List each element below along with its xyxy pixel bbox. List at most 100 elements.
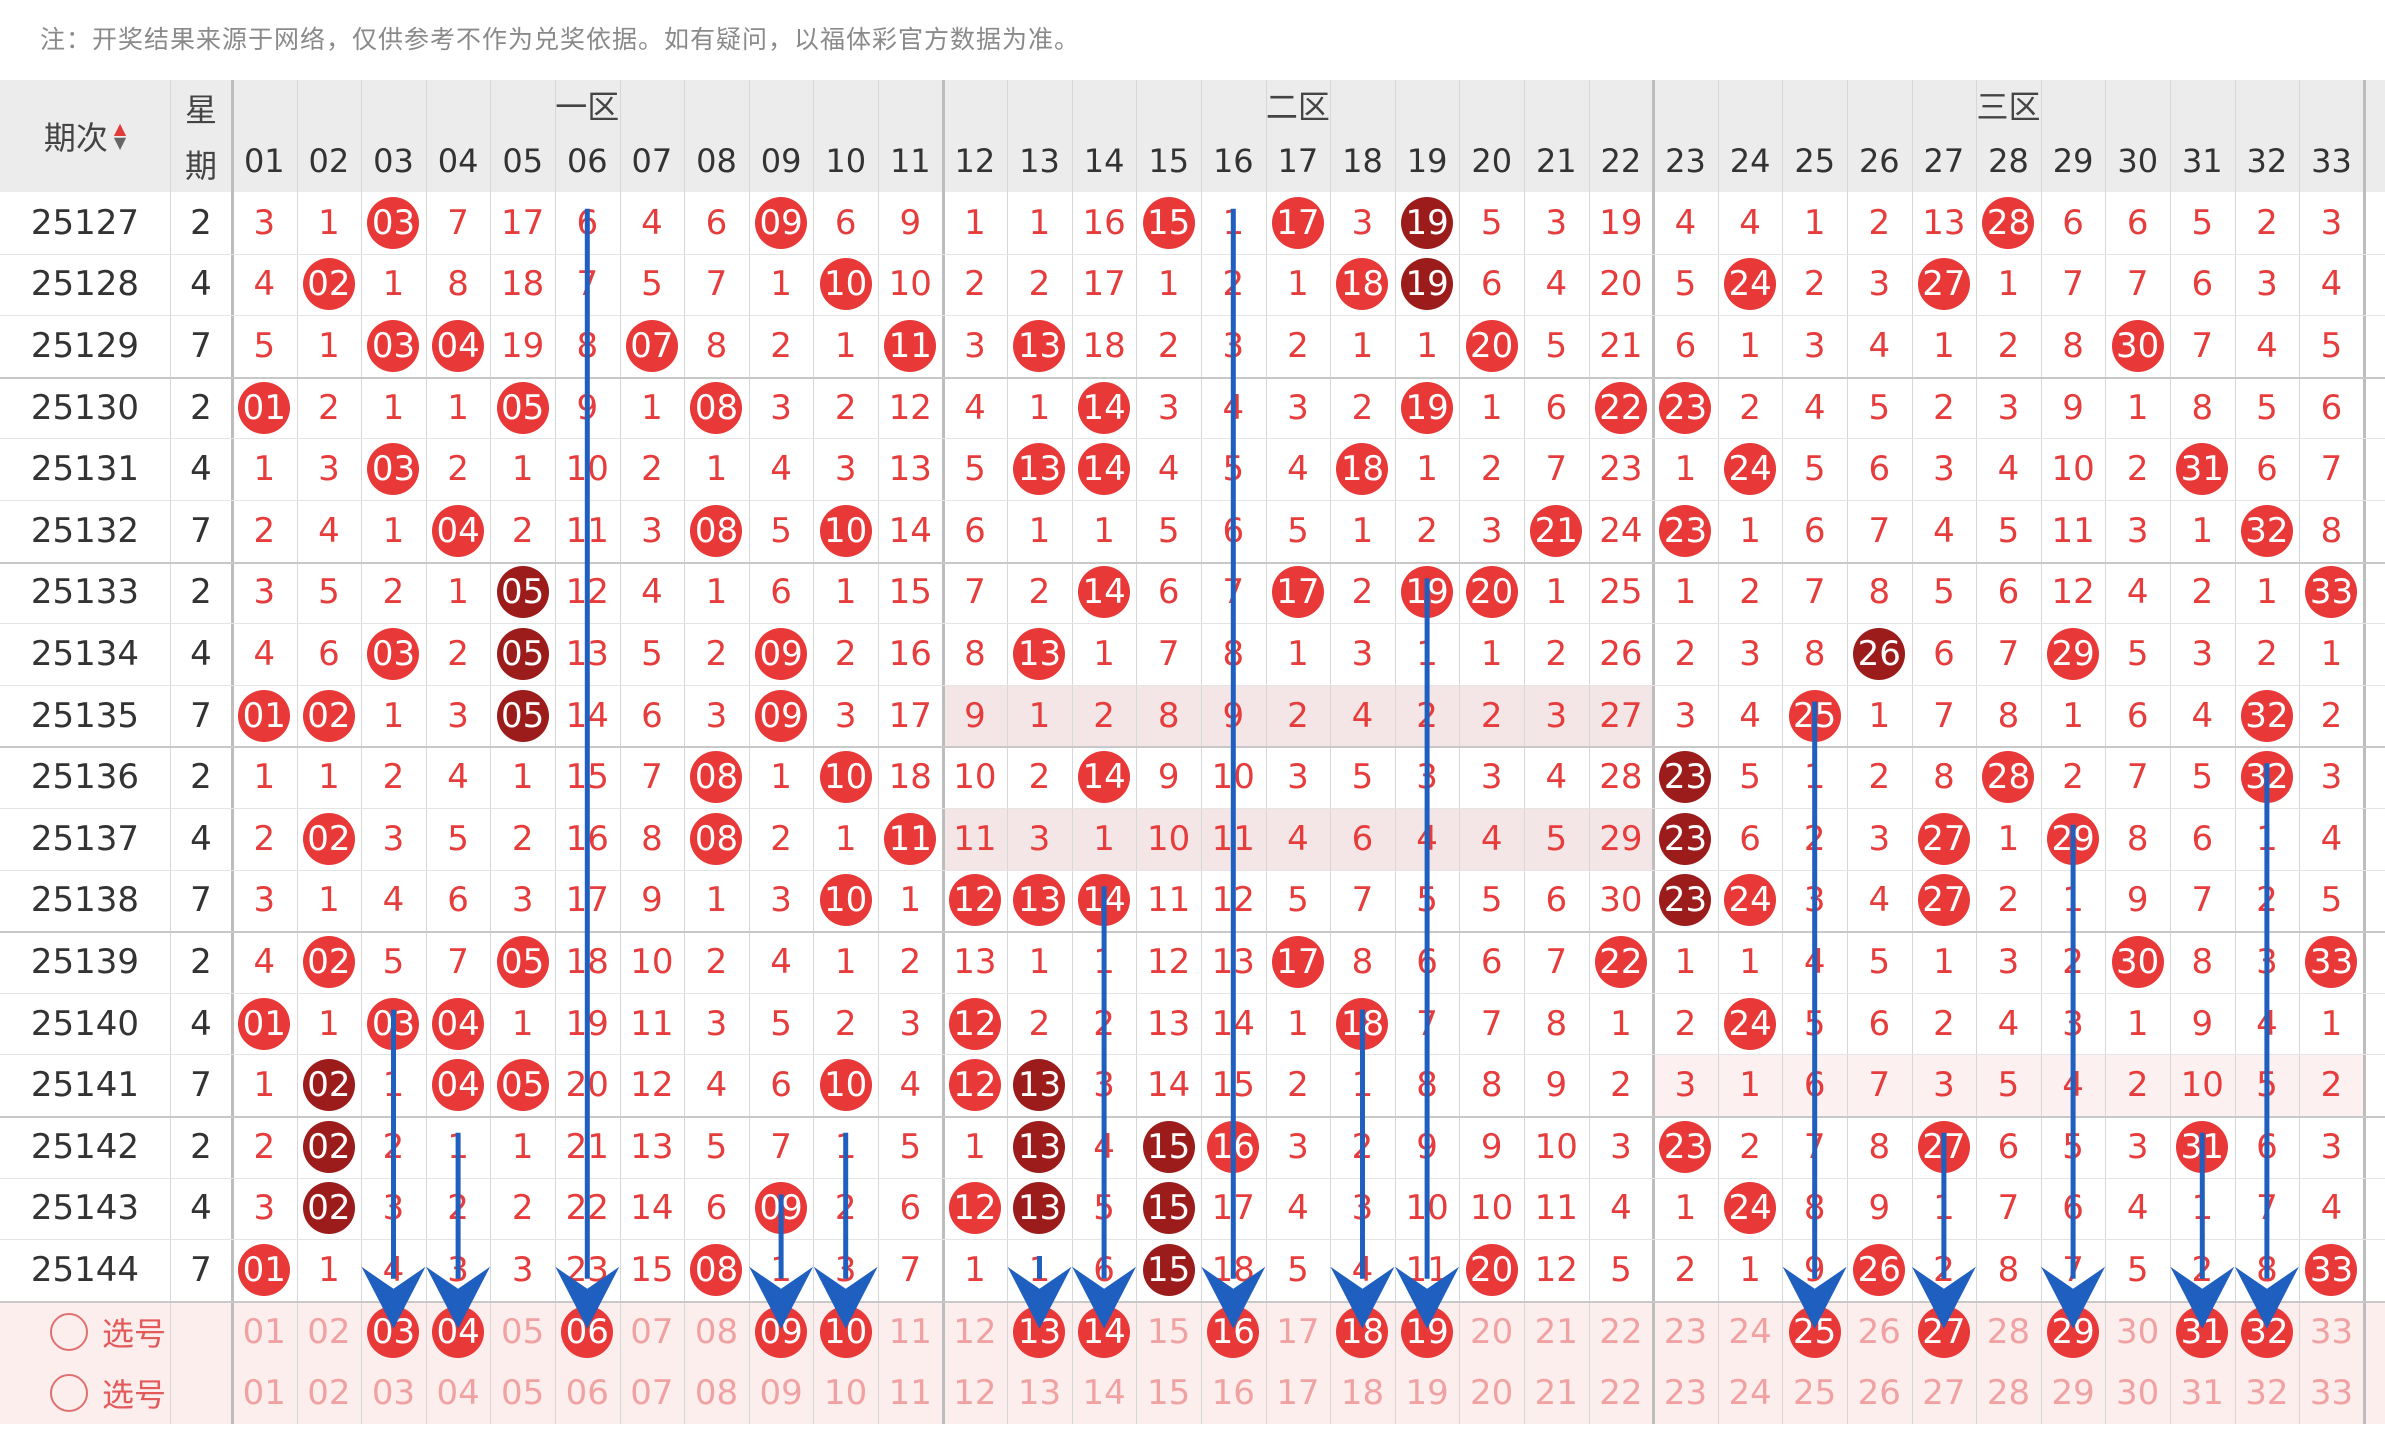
number-header-12[interactable]: 12 xyxy=(942,130,1008,192)
number-cell[interactable]: 32 xyxy=(2235,746,2300,808)
number-cell[interactable]: 14 xyxy=(1072,377,1137,439)
number-cell[interactable]: 27 xyxy=(1912,1116,1977,1178)
number-cell[interactable]: 02 xyxy=(297,254,362,316)
number-header-17[interactable]: 17 xyxy=(1265,130,1331,192)
number-cell[interactable]: 24 xyxy=(1718,870,1783,932)
number-cell[interactable]: 09 xyxy=(749,1178,814,1240)
number-cell[interactable]: 01 xyxy=(232,993,297,1055)
number-header-28[interactable]: 28 xyxy=(1976,130,2041,192)
selected-ball[interactable]: 03 xyxy=(367,1305,420,1358)
select-number[interactable]: 32 xyxy=(2235,1301,2300,1363)
selected-ball[interactable]: 14 xyxy=(1078,1305,1131,1358)
number-cell[interactable]: 13 xyxy=(1007,623,1072,685)
select-number[interactable]: 29 xyxy=(2041,1301,2106,1363)
number-cell[interactable]: 20 xyxy=(1459,562,1524,624)
select-number[interactable]: 09 xyxy=(759,1373,803,1414)
number-header-31[interactable]: 31 xyxy=(2170,130,2235,192)
number-cell[interactable]: 18 xyxy=(1330,438,1395,500)
select-number[interactable]: 29 xyxy=(2051,1373,2095,1414)
select-number[interactable]: 14 xyxy=(1072,1301,1137,1363)
number-cell[interactable]: 01 xyxy=(232,685,297,747)
select-number[interactable]: 18 xyxy=(1340,1373,1385,1414)
number-cell[interactable]: 01 xyxy=(232,1239,297,1301)
select-number[interactable]: 16 xyxy=(1201,1301,1266,1363)
number-cell[interactable]: 13 xyxy=(1007,315,1072,377)
number-cell[interactable]: 02 xyxy=(297,1116,362,1178)
select-number[interactable]: 31 xyxy=(2170,1301,2235,1363)
select-number[interactable]: 21 xyxy=(1534,1373,1578,1414)
number-cell[interactable]: 14 xyxy=(1072,746,1137,808)
select-number[interactable]: 08 xyxy=(694,1311,739,1352)
number-header-06[interactable]: 06 xyxy=(555,130,620,192)
number-header-24[interactable]: 24 xyxy=(1717,130,1783,192)
number-cell[interactable]: 24 xyxy=(1718,1178,1783,1240)
number-cell[interactable]: 09 xyxy=(749,192,814,254)
number-cell[interactable]: 22 xyxy=(1589,377,1654,439)
number-cell[interactable]: 19 xyxy=(1395,254,1460,316)
number-header-19[interactable]: 19 xyxy=(1394,130,1460,192)
select-number[interactable]: 24 xyxy=(1728,1373,1772,1414)
number-cell[interactable]: 10 xyxy=(813,870,878,932)
number-cell[interactable]: 08 xyxy=(684,377,749,439)
select-number[interactable]: 02 xyxy=(307,1311,351,1352)
number-cell[interactable]: 16 xyxy=(1201,1116,1266,1178)
number-cell[interactable]: 05 xyxy=(490,562,555,624)
number-header-15[interactable]: 15 xyxy=(1136,130,1201,192)
number-cell[interactable]: 05 xyxy=(490,1054,555,1116)
number-header-04[interactable]: 04 xyxy=(425,130,491,192)
number-cell[interactable]: 30 xyxy=(2105,315,2170,377)
select-number[interactable]: 03 xyxy=(371,1373,416,1414)
select-number[interactable]: 18 xyxy=(1330,1301,1395,1363)
number-cell[interactable]: 15 xyxy=(1136,1239,1201,1301)
number-cell[interactable]: 13 xyxy=(1007,870,1072,932)
number-header-13[interactable]: 13 xyxy=(1007,130,1072,192)
number-cell[interactable]: 12 xyxy=(943,1054,1008,1116)
number-header-22[interactable]: 22 xyxy=(1588,130,1654,192)
number-cell[interactable]: 19 xyxy=(1395,377,1460,439)
number-cell[interactable]: 28 xyxy=(1976,746,2041,808)
number-cell[interactable]: 13 xyxy=(1007,1054,1072,1116)
number-header-05[interactable]: 05 xyxy=(490,130,555,192)
select-number[interactable]: 03 xyxy=(361,1301,426,1363)
number-cell[interactable]: 15 xyxy=(1136,1178,1201,1240)
selected-ball[interactable]: 06 xyxy=(561,1305,614,1358)
number-cell[interactable]: 02 xyxy=(297,931,362,993)
number-cell[interactable]: 01 xyxy=(232,377,297,439)
number-header-32[interactable]: 32 xyxy=(2234,130,2300,192)
number-header-25[interactable]: 25 xyxy=(1782,130,1847,192)
select-row-label[interactable]: 选号 xyxy=(0,1362,232,1424)
number-cell[interactable]: 27 xyxy=(1912,254,1977,316)
select-number[interactable]: 22 xyxy=(1599,1311,1643,1352)
number-cell[interactable]: 09 xyxy=(749,685,814,747)
selected-ball[interactable]: 32 xyxy=(2240,1305,2293,1358)
number-header-30[interactable]: 30 xyxy=(2105,130,2170,192)
number-header-14[interactable]: 14 xyxy=(1071,130,1137,192)
number-cell[interactable]: 29 xyxy=(2041,623,2106,685)
number-cell[interactable]: 12 xyxy=(943,1178,1008,1240)
select-number[interactable]: 12 xyxy=(953,1311,997,1352)
number-cell[interactable]: 17 xyxy=(1266,931,1331,993)
number-cell[interactable]: 26 xyxy=(1847,1239,1912,1301)
select-number[interactable]: 10 xyxy=(824,1373,868,1414)
number-cell[interactable]: 10 xyxy=(813,500,878,562)
number-header-27[interactable]: 27 xyxy=(1911,130,1977,192)
select-number[interactable]: 23 xyxy=(1663,1373,1708,1414)
number-cell[interactable]: 05 xyxy=(490,377,555,439)
number-cell[interactable]: 24 xyxy=(1718,254,1783,316)
number-cell[interactable]: 13 xyxy=(1007,1116,1072,1178)
number-cell[interactable]: 04 xyxy=(426,993,491,1055)
number-cell[interactable]: 14 xyxy=(1072,870,1137,932)
number-header-10[interactable]: 10 xyxy=(813,130,878,192)
number-cell[interactable]: 33 xyxy=(2299,1239,2364,1301)
number-header-01[interactable]: 01 xyxy=(232,130,297,192)
number-cell[interactable]: 08 xyxy=(684,808,749,870)
number-cell[interactable]: 03 xyxy=(361,993,426,1055)
select-number[interactable]: 01 xyxy=(242,1311,286,1352)
number-cell[interactable]: 02 xyxy=(297,808,362,870)
select-number[interactable]: 30 xyxy=(2116,1311,2160,1352)
number-cell[interactable]: 04 xyxy=(426,500,491,562)
number-cell[interactable]: 03 xyxy=(361,438,426,500)
select-number[interactable]: 07 xyxy=(630,1373,674,1414)
number-cell[interactable]: 11 xyxy=(878,808,943,870)
number-cell[interactable]: 32 xyxy=(2235,685,2300,747)
